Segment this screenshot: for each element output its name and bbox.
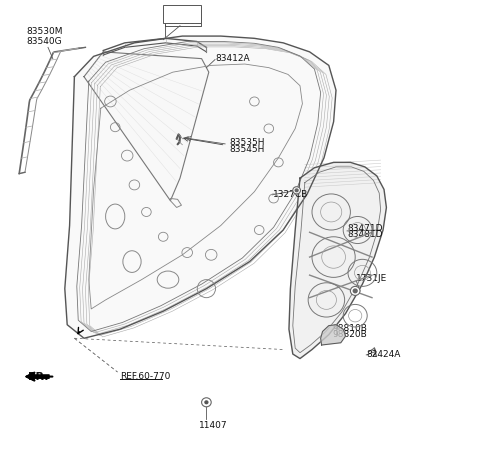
Text: 1731JE: 1731JE [356, 274, 387, 283]
Polygon shape [321, 325, 346, 345]
Text: 83530M
83540G: 83530M 83540G [26, 27, 63, 46]
Text: 82424A: 82424A [366, 350, 401, 359]
Polygon shape [65, 36, 336, 338]
Text: 83410B: 83410B [167, 10, 202, 19]
Polygon shape [84, 52, 209, 201]
FancyBboxPatch shape [163, 5, 201, 23]
Text: 83535H: 83535H [229, 138, 265, 147]
Text: 11407: 11407 [199, 421, 228, 430]
Circle shape [350, 286, 360, 295]
Text: 83471D: 83471D [347, 224, 383, 233]
Circle shape [205, 401, 208, 404]
Text: 83545H: 83545H [229, 145, 265, 154]
Circle shape [202, 398, 211, 407]
Circle shape [295, 189, 298, 192]
Text: 83412A: 83412A [215, 54, 250, 63]
Text: FR.: FR. [28, 372, 48, 382]
Text: 98820B: 98820B [332, 330, 367, 339]
Text: 83481D: 83481D [347, 230, 383, 239]
Text: 83420B: 83420B [167, 17, 202, 26]
Polygon shape [289, 162, 386, 359]
Text: REF.60-770: REF.60-770 [120, 372, 170, 381]
Circle shape [353, 289, 357, 293]
Circle shape [293, 187, 300, 194]
Text: 1327CB: 1327CB [273, 190, 308, 199]
Text: 98810B: 98810B [332, 324, 367, 333]
